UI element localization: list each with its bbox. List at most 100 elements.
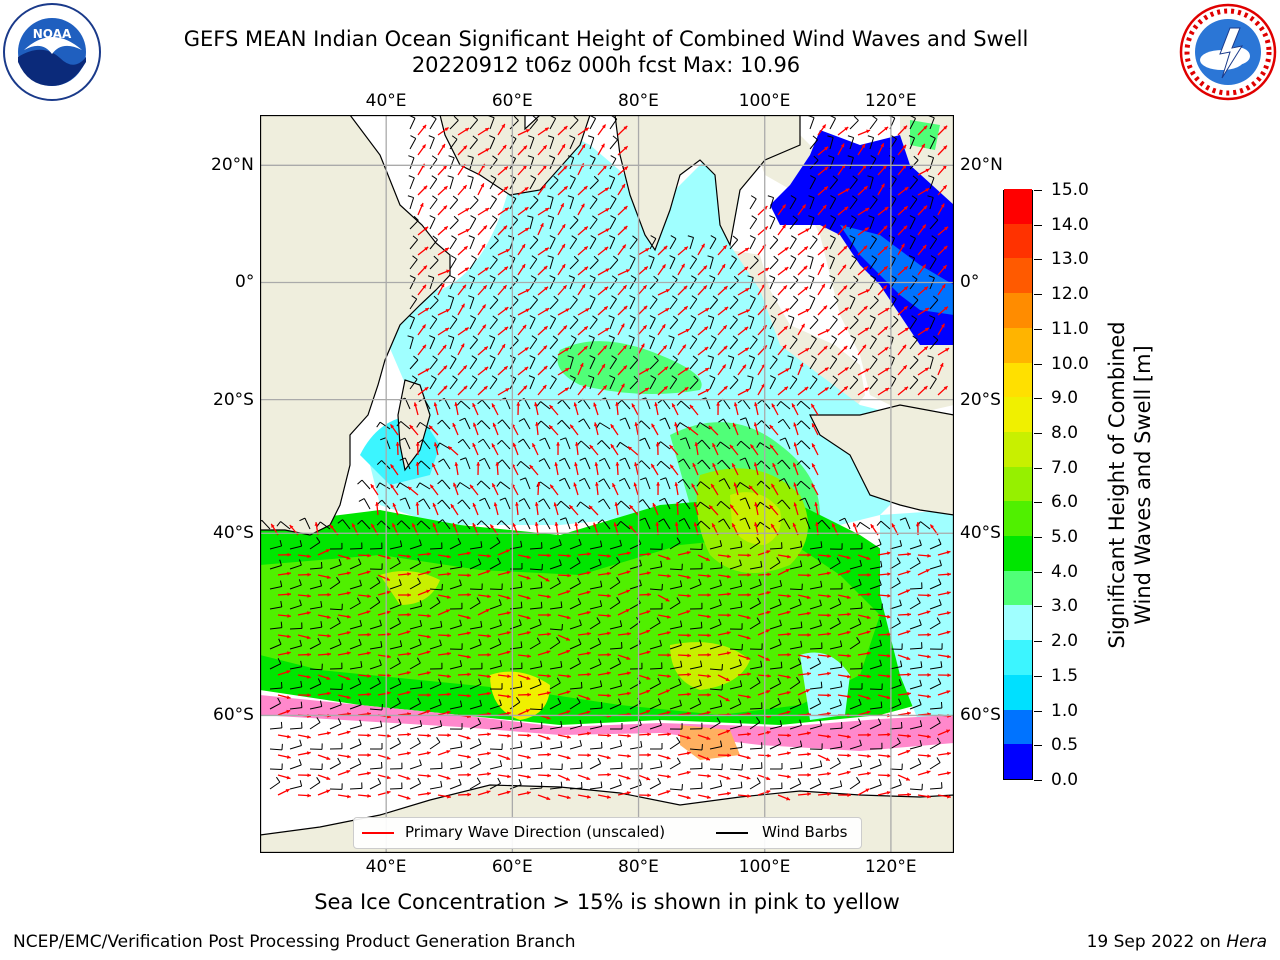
wind-barb xyxy=(549,606,562,610)
wave-arrow-head xyxy=(409,425,414,429)
wind-barb-flag xyxy=(399,437,406,441)
wind-barb-flag xyxy=(681,784,683,791)
wave-arrow-head xyxy=(823,345,828,350)
wave-arrow-head xyxy=(793,502,798,507)
wind-barb-flag xyxy=(616,521,622,527)
wind-barb xyxy=(849,623,862,630)
wind-barb xyxy=(829,118,837,130)
wind-barb xyxy=(549,277,556,290)
wind-barb-flag xyxy=(752,335,758,340)
colorbar-tick-mark xyxy=(1034,294,1042,296)
wind-barb xyxy=(489,319,498,330)
wind-barb-flag xyxy=(796,440,802,446)
wave-arrow-head xyxy=(665,597,670,602)
wave-arrow-head xyxy=(462,185,467,190)
wind-barb xyxy=(409,197,415,210)
wave-arrow-head xyxy=(525,709,530,713)
wind-barb xyxy=(549,746,562,750)
wave-arrow-head xyxy=(547,632,551,637)
wind-barb-flag xyxy=(856,776,861,783)
wind-barb-flag xyxy=(639,517,646,521)
wind-barb xyxy=(489,357,496,370)
wave-arrow-head xyxy=(614,502,619,506)
wind-barb-flag xyxy=(670,235,677,240)
wind-barb-flag xyxy=(809,295,816,299)
wind-barb xyxy=(489,198,497,210)
wave-arrow-head xyxy=(706,756,711,761)
wind-barb-flag xyxy=(909,215,916,219)
wave-arrow-head xyxy=(812,423,816,428)
wave-arrow-head xyxy=(787,632,791,637)
wave-arrow-head xyxy=(607,571,611,576)
wind-barb xyxy=(549,378,557,390)
wave-arrow-head xyxy=(521,244,526,249)
wave-arrow-head xyxy=(586,710,591,715)
wind-barb-flag xyxy=(513,335,519,341)
wave-arrow-head xyxy=(627,733,631,738)
wave-arrow-head xyxy=(846,770,851,775)
wind-barb xyxy=(869,784,882,790)
wind-barb-flag xyxy=(796,400,802,406)
wind-barb xyxy=(529,338,538,350)
wave-arrow-head xyxy=(865,208,869,212)
wind-barb xyxy=(580,440,591,450)
wind-barb-flag xyxy=(891,175,897,180)
wave-arrow-head xyxy=(524,227,529,232)
wind-barb xyxy=(409,764,422,770)
wind-barb xyxy=(829,157,835,170)
wave-arrow-head xyxy=(744,247,749,252)
wind-barb xyxy=(599,422,611,430)
wind-barb-flag xyxy=(609,235,616,239)
wave-arrow-head xyxy=(766,689,771,694)
wave-arrow-head xyxy=(683,246,688,251)
wave-arrow-head xyxy=(543,326,548,331)
wind-barb xyxy=(709,257,714,270)
wave-arrow-head xyxy=(947,794,951,799)
wind-barb-flag xyxy=(888,155,895,159)
wind-barb-flag xyxy=(878,579,882,586)
wind-barb xyxy=(569,562,581,570)
wind-barb xyxy=(289,686,302,690)
wind-barb-flag xyxy=(880,701,883,708)
wind-barb xyxy=(649,703,662,710)
wind-barb xyxy=(789,663,802,670)
wind-barb-flag xyxy=(427,275,434,279)
wind-barb-flag xyxy=(298,579,302,586)
wind-barb-flag xyxy=(777,677,782,684)
wave-arrow-head xyxy=(906,749,911,754)
wind-barb-flag xyxy=(690,315,697,320)
wave-arrow-head xyxy=(423,265,427,270)
wave-arrow-head xyxy=(546,691,551,695)
wave-arrow-head xyxy=(347,794,351,799)
wind-barb xyxy=(441,419,451,430)
wind-barb-flag xyxy=(696,520,702,526)
wave-arrow-head xyxy=(367,692,371,697)
wind-barb-flag xyxy=(616,442,621,448)
wind-barb xyxy=(869,158,877,170)
wave-arrow-head xyxy=(766,776,771,781)
wind-barb xyxy=(529,727,543,730)
wind-barb-flag xyxy=(927,195,934,198)
wind-barb-flag xyxy=(471,355,478,360)
wave-arrow-head xyxy=(483,346,488,351)
wave-arrow-head xyxy=(733,482,738,487)
wind-barb-flag xyxy=(909,235,916,239)
wave-arrow-head xyxy=(286,755,291,759)
wind-barb xyxy=(829,379,838,390)
wind-barb xyxy=(809,662,821,670)
wind-barb-flag xyxy=(638,719,642,726)
wave-arrow-head xyxy=(367,733,371,738)
wave-arrow-head xyxy=(407,554,411,559)
wave-arrow-head xyxy=(526,676,531,680)
wind-barb xyxy=(409,298,418,310)
wind-barb-flag xyxy=(397,697,401,704)
wind-barb xyxy=(423,398,431,410)
wind-barb xyxy=(665,477,671,490)
wind-barb xyxy=(660,441,671,450)
wind-barb xyxy=(849,765,862,770)
wind-barb-flag xyxy=(556,637,561,643)
wind-barb xyxy=(429,588,443,591)
wind-barb xyxy=(644,437,651,450)
wave-arrow-head xyxy=(745,288,750,292)
wind-barb xyxy=(589,763,601,770)
